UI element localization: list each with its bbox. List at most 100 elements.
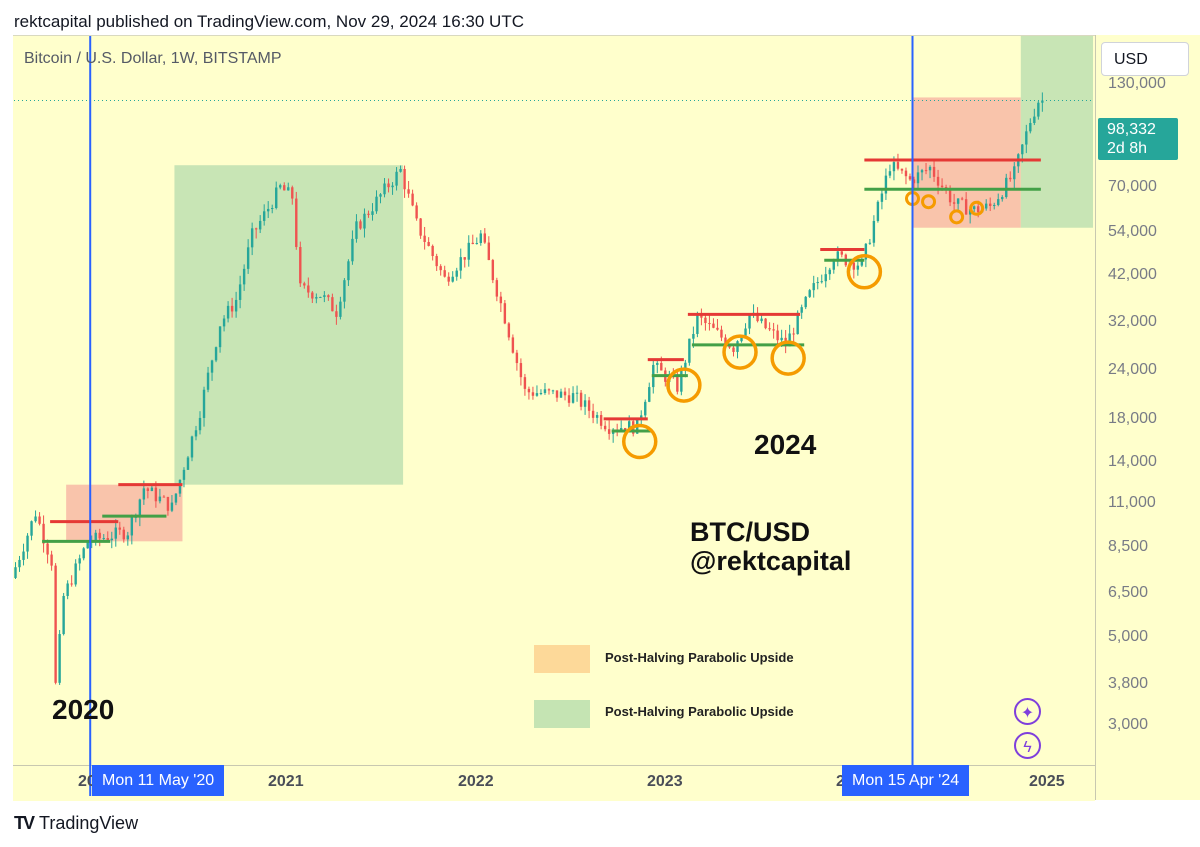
- candle-up: [836, 251, 839, 262]
- candle-down: [511, 337, 515, 353]
- candle-up: [371, 211, 374, 215]
- candle-up: [194, 430, 198, 437]
- retest-circle: [969, 200, 985, 216]
- candle-down: [712, 323, 715, 328]
- candle-down: [507, 323, 511, 338]
- candle-up: [984, 203, 988, 209]
- candle-up: [22, 551, 25, 560]
- candle-down: [704, 317, 707, 324]
- symbol-title[interactable]: Bitcoin / U.S. Dollar, 1W, BITSTAMP: [24, 50, 282, 67]
- candle-up: [275, 187, 278, 209]
- candle-down: [303, 283, 306, 286]
- candle-up: [86, 542, 89, 549]
- candle-down: [122, 529, 126, 540]
- price-axis[interactable]: [1095, 35, 1200, 800]
- candle-down: [660, 362, 663, 371]
- halving-date-chip-2020: Mon 11 May '20: [92, 765, 225, 796]
- label-2020: 2020: [52, 694, 115, 725]
- last-price-value: 98,332: [1107, 121, 1156, 138]
- candle-up: [138, 499, 142, 517]
- candle-up: [347, 261, 350, 281]
- candle-up: [644, 401, 647, 416]
- candle-down: [603, 425, 607, 430]
- candle-down: [924, 170, 928, 172]
- candle-down: [439, 266, 442, 271]
- candle-up: [150, 487, 154, 492]
- candle-up: [760, 318, 763, 322]
- candle-up: [796, 312, 799, 335]
- candle-up: [395, 171, 398, 186]
- candle-up: [828, 269, 831, 275]
- candle-up: [114, 527, 117, 539]
- candle-down: [989, 203, 992, 207]
- candle-down: [419, 218, 422, 236]
- lightning-icon[interactable]: ϟ: [1014, 732, 1041, 759]
- candle-up: [740, 335, 743, 342]
- candle-down: [976, 206, 980, 213]
- y-tick: 11,000: [1108, 494, 1156, 511]
- x-tick: 2: [836, 773, 845, 790]
- candle-up: [997, 199, 1000, 206]
- x-tick: 20: [78, 773, 96, 790]
- candle-up: [126, 535, 130, 540]
- candle-up: [170, 502, 174, 511]
- candle-up: [222, 318, 226, 327]
- candle-up: [110, 538, 113, 541]
- candle-up: [214, 347, 218, 361]
- candle-up: [628, 421, 631, 432]
- candle-up: [351, 238, 354, 262]
- candle-up: [142, 488, 146, 500]
- candle-down: [591, 410, 595, 418]
- candle-up: [218, 326, 222, 348]
- retest-circle: [949, 209, 965, 225]
- candle-down: [42, 523, 45, 544]
- candle-down: [146, 488, 150, 492]
- candle-down: [948, 189, 952, 203]
- sparkle-icon[interactable]: ✦: [1014, 698, 1041, 725]
- candle-up: [956, 198, 960, 204]
- candle-down: [607, 429, 611, 434]
- candle-down: [728, 345, 731, 348]
- retest-circle: [770, 340, 806, 376]
- candle-up: [595, 415, 599, 418]
- candle-down: [764, 318, 767, 329]
- publisher-line: rektcapital published on TradingView.com…: [14, 12, 524, 31]
- candle-down: [792, 333, 795, 335]
- candle-up: [820, 281, 823, 283]
- candle-up: [58, 634, 61, 683]
- candle-up: [94, 532, 97, 542]
- candle-up: [832, 261, 835, 270]
- currency-button[interactable]: USD: [1101, 42, 1189, 76]
- candle-down: [499, 296, 503, 304]
- candle-down: [768, 328, 771, 330]
- y-tick: 14,000: [1108, 453, 1157, 470]
- candle-down: [772, 329, 775, 331]
- candle-up: [1001, 197, 1004, 200]
- candle-up: [872, 220, 876, 243]
- candle-up: [640, 415, 643, 420]
- candle-up: [202, 389, 206, 418]
- y-tick: 70,000: [1108, 178, 1157, 195]
- tradingview-logo[interactable]: TV TradingView: [14, 813, 138, 834]
- candle-down: [840, 251, 843, 255]
- candle-down: [960, 198, 964, 200]
- candle-up: [1029, 123, 1032, 132]
- x-tick: 2023: [647, 773, 683, 790]
- candle-down: [106, 538, 109, 541]
- candle-up: [619, 428, 623, 431]
- candle-down: [676, 376, 679, 392]
- candle-down: [38, 516, 41, 524]
- candle-up: [559, 391, 563, 398]
- candle-down: [283, 185, 286, 191]
- y-tick: 32,000: [1108, 313, 1157, 330]
- candle-down: [299, 247, 302, 284]
- retest-circle: [722, 334, 758, 370]
- candle-down: [367, 213, 370, 215]
- candle-up: [928, 166, 932, 171]
- candle-down: [230, 305, 234, 312]
- watermark-author: @rektcapital: [690, 546, 852, 576]
- legend-swatch-orange: [534, 645, 590, 673]
- candle-down: [908, 176, 912, 180]
- candle-up: [102, 538, 105, 540]
